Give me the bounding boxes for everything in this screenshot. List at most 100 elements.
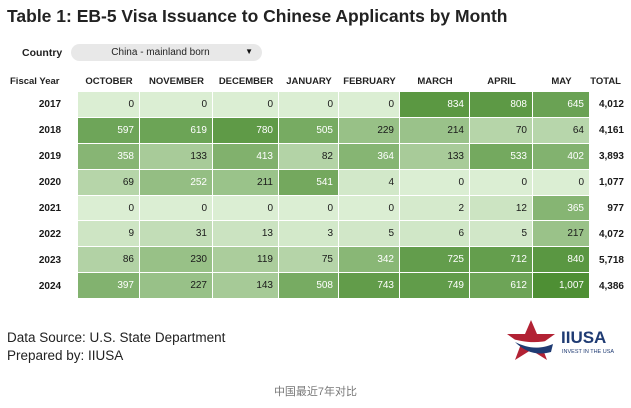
column-header: OCTOBER [85,75,133,87]
logo-tagline: INVEST IN THE USA [562,349,614,355]
column-header: JANUARY [286,75,332,87]
total-cell: 5,718 [598,254,624,266]
table-header-row: Fiscal Year OCTOBER NOVEMBER DECEMBER JANUAR… [0,70,631,92]
heatmap-cell: 358 [78,143,140,170]
heatmap-cell: 86 [78,247,140,274]
heatmap-cell: 597 [78,117,140,144]
heatmap-cell: 4 [339,169,400,196]
heatmap-cell: 5 [339,221,400,248]
column-header: Fiscal Year [10,75,60,87]
heatmap-cell: 541 [279,169,339,196]
heatmap-cell: 5 [470,221,533,248]
heatmap-cell: 834 [400,92,470,118]
fiscal-year-cell: 2019 [38,151,62,163]
heatmap-cell: 0 [279,195,339,222]
heatmap-cell: 612 [470,273,533,300]
heatmap-cell: 230 [140,247,213,274]
heatmap-cell: 413 [213,143,279,170]
heatmap-cell: 229 [339,117,400,144]
table-row: 2020 69 252 211 541 4 0 0 0 1,077 [0,169,631,196]
column-header: FEBRUARY [343,75,396,87]
heatmap-cell: 119 [213,247,279,274]
heatmap-cell: 31 [140,221,213,248]
heatmap-cell: 0 [339,195,400,222]
table-row: 2017 0 0 0 0 0 834 808 645 4,012 [0,92,631,118]
heatmap-cell: 217 [533,221,590,248]
heatmap-cell: 725 [400,247,470,274]
heatmap-cell: 342 [339,247,400,274]
heatmap-cell: 0 [140,195,213,222]
country-dropdown[interactable]: China - mainland born ▼ [71,44,262,61]
heatmap-cell: 508 [279,273,339,300]
heatmap-cell: 2 [400,195,470,222]
image-caption: 中国最近7年对比 [273,386,358,398]
heatmap-cell: 75 [279,247,339,274]
column-header: NOVEMBER [149,75,204,87]
total-cell: 4,012 [598,99,624,111]
column-header: DECEMBER [218,75,274,87]
country-filter-label: Country [22,47,63,59]
chevron-down-icon: ▼ [245,47,253,56]
heatmap-cell: 397 [78,273,140,300]
heatmap-cell: 645 [533,92,590,118]
heatmap-cell: 133 [140,143,213,170]
heatmap-cell: 533 [470,143,533,170]
table-row: 2019 358 133 413 82 364 133 533 402 3,893 [0,143,631,170]
prepared-by-line: Prepared by: IIUSA [7,348,124,363]
heatmap-cell: 619 [140,117,213,144]
total-cell: 1,077 [598,177,624,189]
country-dropdown-value: China - mainland born [111,47,210,58]
heatmap-cell: 749 [400,273,470,300]
table-row: 2021 0 0 0 0 0 2 12 365 977 [0,195,631,222]
fiscal-year-cell: 2018 [38,125,62,137]
total-cell: 4,072 [598,228,624,240]
heatmap-cell: 840 [533,247,590,274]
heatmap-cell: 780 [213,117,279,144]
heatmap-cell: 0 [279,92,339,118]
heatmap-cell: 211 [213,169,279,196]
visa-issuance-table: Fiscal Year OCTOBER NOVEMBER DECEMBER JANUAR… [0,70,631,300]
heatmap-cell: 1,007 [533,273,590,300]
total-cell: 4,386 [598,280,624,292]
heatmap-cell: 64 [533,117,590,144]
column-header: MARCH [417,75,453,87]
heatmap-cell: 252 [140,169,213,196]
heatmap-cell: 808 [470,92,533,118]
fiscal-year-cell: 2017 [38,99,62,111]
fiscal-year-cell: 2022 [38,228,62,240]
heatmap-cell: 365 [533,195,590,222]
total-cell: 4,161 [598,125,624,137]
heatmap-cell: 13 [213,221,279,248]
heatmap-cell: 133 [400,143,470,170]
fiscal-year-cell: 2023 [38,254,62,266]
column-header: TOTAL [590,75,621,87]
source-line: Data Source: U.S. State Department [7,330,226,345]
heatmap-cell: 0 [470,169,533,196]
heatmap-cell: 0 [213,92,279,118]
heatmap-cell: 6 [400,221,470,248]
logo-stripe-white [509,338,551,348]
iiusa-logo: IIUSA INVEST IN THE USA [507,320,614,360]
total-cell: 977 [607,203,624,214]
heatmap-cell: 402 [533,143,590,170]
table-row: 2022 9 31 13 3 5 6 5 217 4,072 [0,221,631,248]
column-header: MAY [551,75,572,87]
heatmap-cell: 0 [140,92,213,118]
heatmap-cell: 743 [339,273,400,300]
table-row: 2024 397 227 143 508 743 749 612 1,007 4,386 [0,273,631,300]
heatmap-cell: 214 [400,117,470,144]
heatmap-cell: 0 [78,195,140,222]
heatmap-cell: 9 [78,221,140,248]
heatmap-cell: 0 [400,169,470,196]
heatmap-cell: 0 [339,92,400,118]
fiscal-year-cell: 2021 [38,203,62,214]
column-header: APRIL [487,75,516,87]
heatmap-cell: 69 [78,169,140,196]
heatmap-cell: 12 [470,195,533,222]
chart-title: Table 1: EB-5 Visa Issuance to Chinese A… [7,6,508,26]
heatmap-cell: 82 [279,143,339,170]
fiscal-year-cell: 2024 [38,280,62,292]
logo-stripe-blue [515,342,553,354]
total-cell: 3,893 [598,151,624,163]
heatmap-cell: 712 [470,247,533,274]
